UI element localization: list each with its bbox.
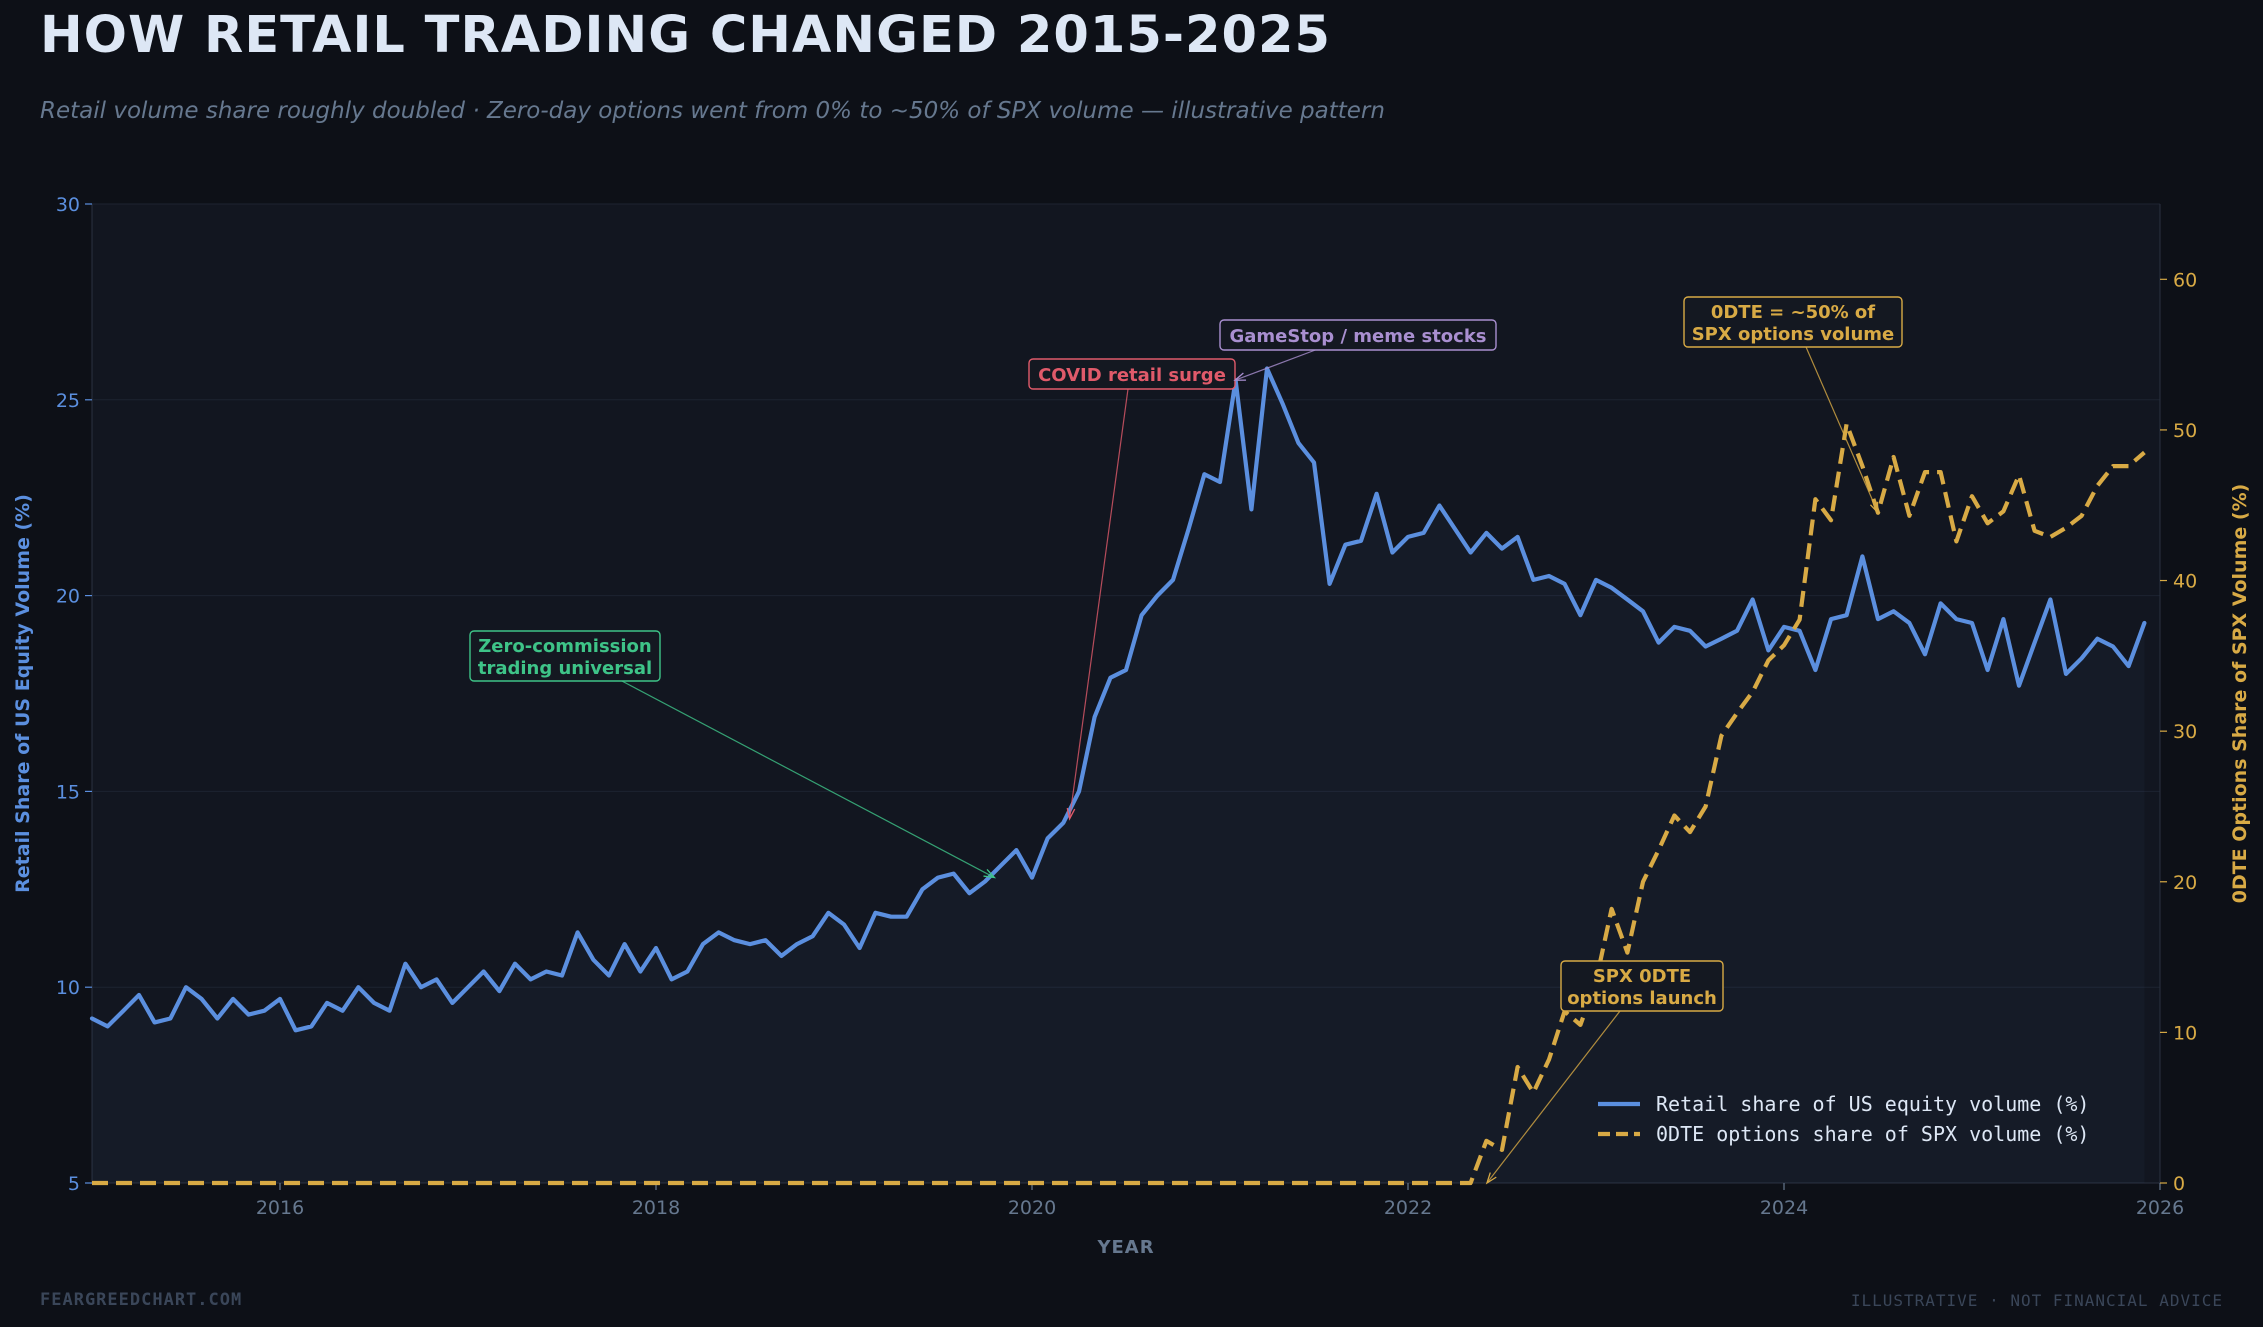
y-tick-label-left: 15 bbox=[56, 781, 80, 803]
y-tick-label-right: 20 bbox=[2173, 872, 2197, 894]
y-axis-label-right: 0DTE Options Share of SPX Volume (%) bbox=[2229, 484, 2251, 904]
legend-label-retail: Retail share of US equity volume (%) bbox=[1656, 1092, 2089, 1116]
x-tick-label: 2024 bbox=[1760, 1197, 1808, 1219]
y-tick-label-left: 30 bbox=[56, 194, 80, 216]
x-tick-label: 2018 bbox=[632, 1197, 680, 1219]
y-tick-label-right: 30 bbox=[2173, 721, 2197, 743]
y-tick-label-right: 10 bbox=[2173, 1022, 2197, 1044]
annotation-box bbox=[1219, 319, 1497, 351]
y-axis-left: 5 10 15 20 25 30 bbox=[56, 194, 93, 1195]
annotation-label-line: SPX options volume bbox=[1692, 324, 1895, 345]
annotation-label-line: COVID retail surge bbox=[1038, 365, 1226, 386]
y-tick-label-left: 10 bbox=[56, 977, 80, 999]
annotation-box bbox=[1560, 960, 1724, 1012]
annotation-arrowhead bbox=[983, 868, 997, 879]
annotations-group: Zero-commission trading universal COVID re… bbox=[469, 296, 1903, 1185]
y-tick-label-left: 25 bbox=[56, 390, 80, 412]
annotation-label: COVID retail surge bbox=[1038, 365, 1226, 386]
y-tick-label-right: 40 bbox=[2173, 571, 2197, 593]
y-tick-label-right: 0 bbox=[2173, 1173, 2185, 1195]
annotation-label-line: SPX 0DTE bbox=[1593, 966, 1691, 987]
annotation-leader-line bbox=[1069, 388, 1129, 819]
x-axis: 2016 2018 2020 2022 2024 2026 bbox=[92, 1182, 2184, 1219]
annotation-label-line: Zero-commission bbox=[478, 636, 651, 657]
retail-share-line bbox=[89, 366, 2147, 1033]
odte-share-line bbox=[92, 421, 2146, 1186]
annotation-label-line: options launch bbox=[1567, 988, 1717, 1009]
chart-subtitle: Retail volume share roughly doubled · Ze… bbox=[40, 98, 1385, 124]
annotation-label-line: 0DTE = ~50% of bbox=[1711, 302, 1875, 323]
annotation-arrowhead bbox=[1066, 807, 1076, 821]
annotation-leader-line bbox=[1805, 346, 1879, 514]
annotation-arrowhead bbox=[1233, 372, 1247, 381]
annotation-leader-line bbox=[1486, 1010, 1621, 1184]
annotation-label-line: trading universal bbox=[478, 658, 652, 679]
annotation-box bbox=[1028, 358, 1236, 390]
footer-brand: FEARGREEDCHART.COM bbox=[40, 1290, 243, 1310]
x-tick-label: 2020 bbox=[1008, 1197, 1056, 1219]
footer-disclaimer: ILLUSTRATIVE · NOT FINANCIAL ADVICE bbox=[1850, 1291, 2223, 1310]
x-axis-label: YEAR bbox=[1096, 1237, 1154, 1258]
y-axis-label-left: Retail Share of US Equity Volume (%) bbox=[12, 494, 34, 893]
y-tick-label-left: 5 bbox=[68, 1173, 80, 1195]
y-axis-right: 0 10 20 30 40 50 60 bbox=[2159, 204, 2197, 1195]
annotation-label: SPX 0DTE options launch bbox=[1567, 966, 1717, 1009]
legend-label-odte: 0DTE options share of SPX volume (%) bbox=[1656, 1122, 2089, 1146]
annotation-label: Zero-commission trading universal bbox=[478, 636, 652, 679]
annotation-box bbox=[469, 630, 661, 682]
x-tick-label: 2026 bbox=[2136, 1197, 2184, 1219]
y-tick-label-right: 60 bbox=[2173, 269, 2197, 291]
legend: Retail share of US equity volume (%) 0DTE… bbox=[1598, 1092, 2089, 1146]
annotation-label-line: GameStop / meme stocks bbox=[1229, 326, 1486, 347]
x-tick-label: 2016 bbox=[256, 1197, 304, 1219]
annotation-label: GameStop / meme stocks bbox=[1229, 326, 1486, 347]
y-tick-label-left: 20 bbox=[56, 586, 80, 608]
annotation-label: 0DTE = ~50% of SPX options volume bbox=[1692, 302, 1895, 345]
annotation-box bbox=[1683, 296, 1903, 348]
annotation-arrowhead bbox=[1869, 501, 1879, 515]
annotation-leader-line bbox=[619, 679, 995, 879]
y-tick-label-right: 50 bbox=[2173, 420, 2197, 442]
annotation-arrowhead bbox=[1485, 1172, 1497, 1185]
annotation-leader-line bbox=[1234, 348, 1319, 381]
x-tick-label: 2022 bbox=[1384, 1197, 1432, 1219]
chart-title: HOW RETAIL TRADING CHANGED 2015-2025 bbox=[40, 6, 1331, 65]
